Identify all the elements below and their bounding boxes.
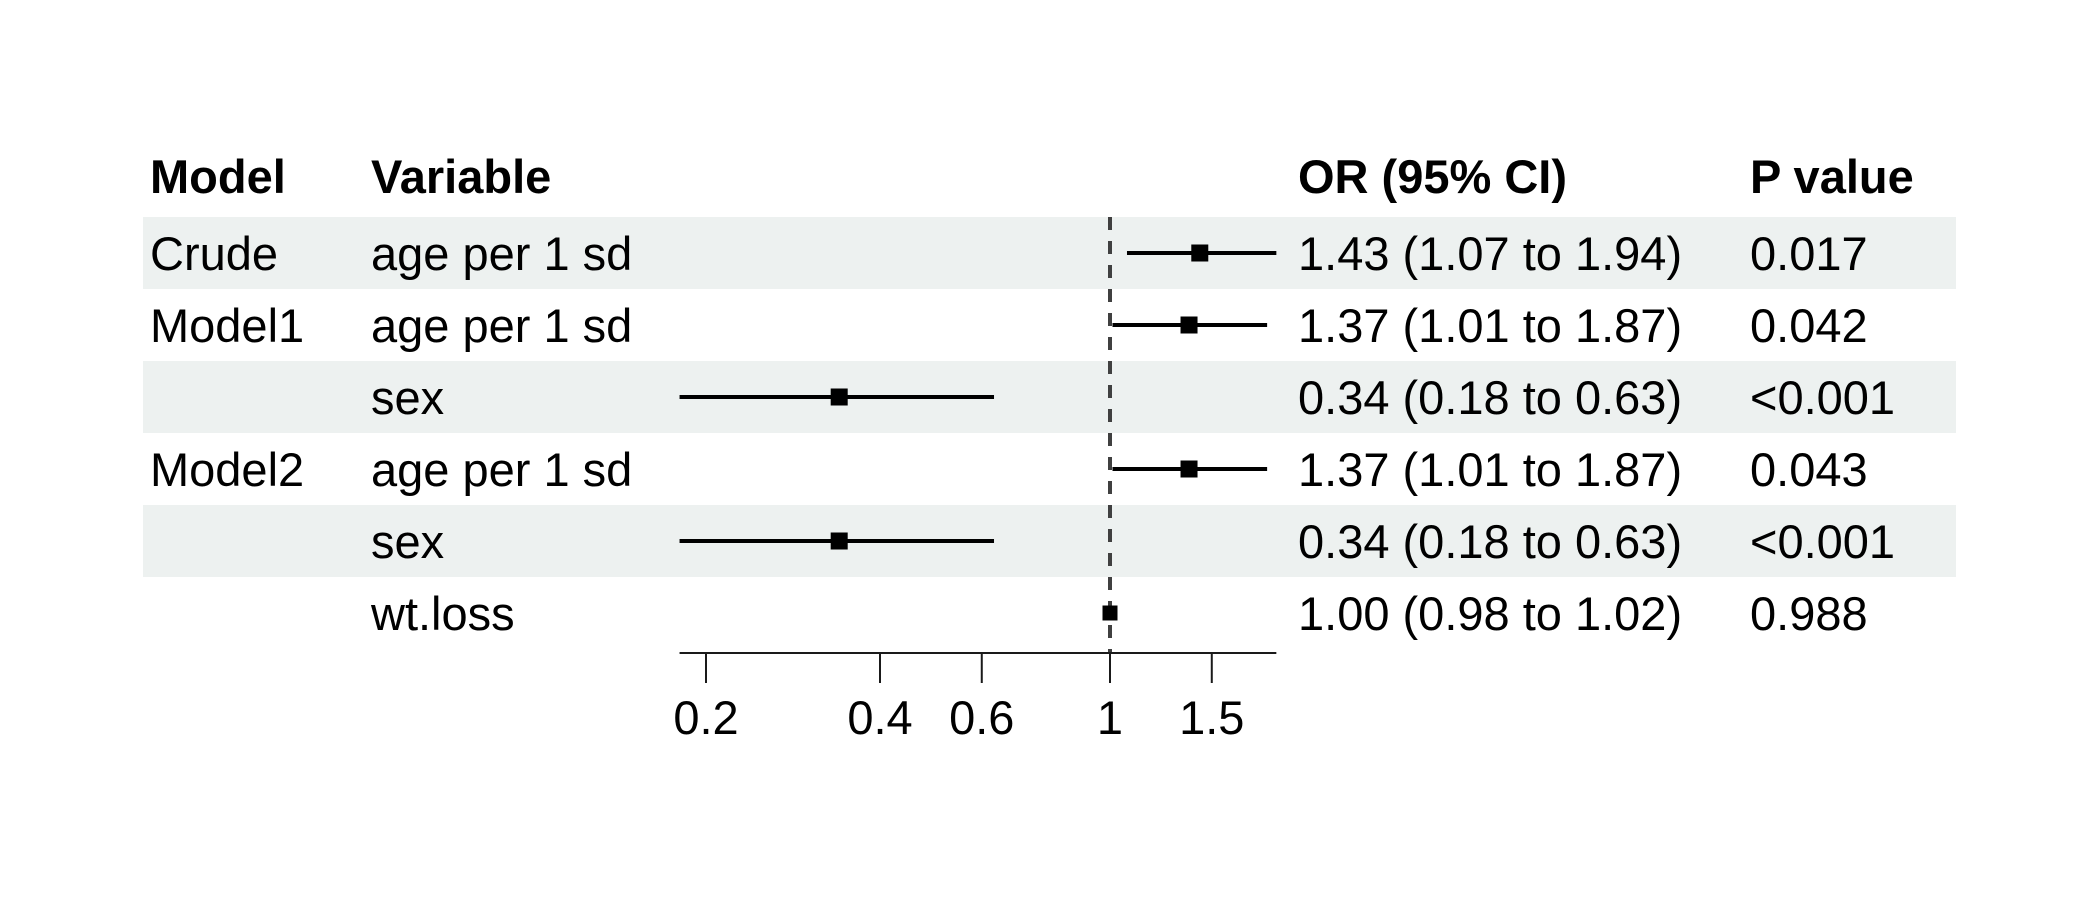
point-estimate-marker	[1180, 316, 1198, 334]
point-estimate-marker	[1180, 460, 1198, 478]
cell-variable: age per 1 sd	[371, 442, 633, 496]
cell-variable: age per 1 sd	[371, 226, 633, 280]
cell-model: Crude	[150, 226, 279, 280]
x-axis-tick-label: 0.2	[673, 691, 738, 744]
cell-or-ci: 1.43 (1.07 to 1.94)	[1298, 226, 1683, 280]
column-header-or-ci: OR (95% CI)	[1298, 149, 1567, 203]
cell-variable: sex	[371, 370, 445, 424]
point-estimate-marker	[1102, 605, 1118, 621]
column-header-variable: Variable	[371, 149, 552, 203]
cell-or-ci: 1.37 (1.01 to 1.87)	[1298, 298, 1683, 352]
cell-pvalue: 0.042	[1750, 298, 1868, 352]
column-header-pvalue: P value	[1750, 149, 1914, 203]
point-estimate-marker	[830, 532, 848, 550]
cell-pvalue: 0.017	[1750, 226, 1868, 280]
cell-pvalue: 0.988	[1750, 586, 1868, 640]
row-stripe	[143, 505, 1956, 577]
cell-model: Model2	[150, 442, 305, 496]
cell-or-ci: 0.34 (0.18 to 0.63)	[1298, 370, 1683, 424]
x-axis-tick-label: 0.4	[847, 691, 912, 744]
row-stripe	[143, 361, 1956, 433]
cell-pvalue: <0.001	[1750, 514, 1896, 568]
point-estimate-marker	[1191, 244, 1209, 262]
cell-variable: wt.loss	[371, 586, 515, 640]
cell-pvalue: <0.001	[1750, 370, 1896, 424]
cell-variable: sex	[371, 514, 445, 568]
column-header-model: Model	[150, 149, 286, 203]
x-axis-tick-label: 1	[1097, 691, 1123, 744]
cell-model: Model1	[150, 298, 305, 352]
cell-variable: age per 1 sd	[371, 298, 633, 352]
cell-pvalue: 0.043	[1750, 442, 1868, 496]
cell-or-ci: 0.34 (0.18 to 0.63)	[1298, 514, 1683, 568]
x-axis-tick-label: 0.6	[949, 691, 1014, 744]
row-stripe	[143, 217, 1956, 289]
cell-or-ci: 1.00 (0.98 to 1.02)	[1298, 586, 1683, 640]
cell-or-ci: 1.37 (1.01 to 1.87)	[1298, 442, 1683, 496]
x-axis-tick-label: 1.5	[1179, 691, 1244, 744]
point-estimate-marker	[830, 388, 848, 406]
